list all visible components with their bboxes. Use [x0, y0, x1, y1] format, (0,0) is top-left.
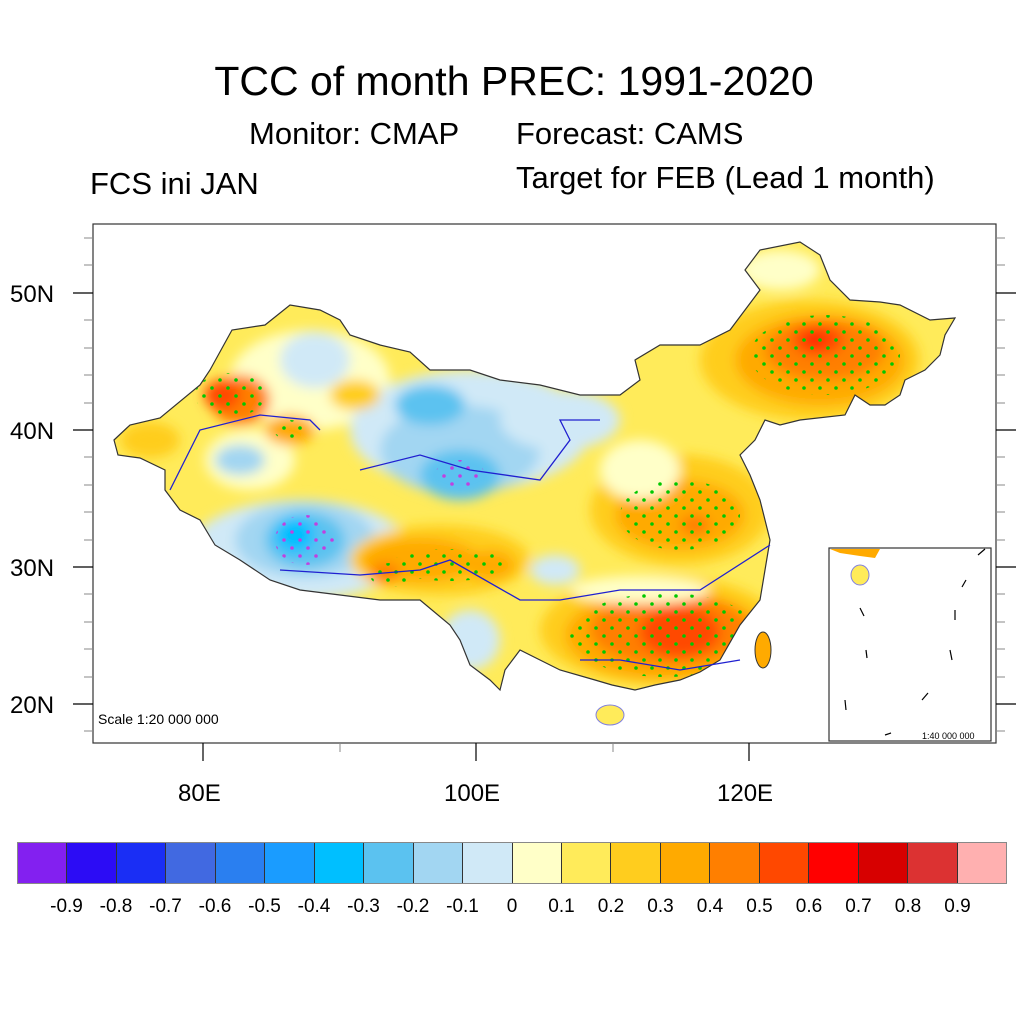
colorbar-swatch: [265, 843, 315, 883]
stipple-negative: [435, 460, 485, 490]
colorbar-tick-label: 0: [506, 896, 518, 917]
inset-hainan: [850, 564, 870, 586]
subtitle-forecast: Forecast: CAMS: [516, 116, 744, 151]
colorbar-swatch: [512, 843, 562, 883]
river: [169, 414, 321, 491]
colorbar-swatch: [710, 843, 760, 883]
colorbar-tick-label: 0.8: [894, 896, 922, 917]
yangtze-river: [279, 544, 771, 601]
stipple-positive: [750, 315, 900, 395]
colorbar-swatch: [67, 843, 117, 883]
colorbar-tick-label: -0.9: [50, 896, 83, 917]
lon-label-100e: 100E: [444, 780, 501, 807]
colorbar-tick-label: -0.4: [297, 896, 331, 917]
colorbar: [17, 842, 1007, 884]
map-frame: [92, 223, 997, 744]
colorbar-swatch: [611, 843, 661, 883]
colorbar-tick-label: 0.4: [696, 896, 724, 917]
colorbar-tick-label: 0.5: [746, 896, 773, 917]
stipple-positive: [620, 480, 740, 550]
stipple-positive: [390, 549, 510, 581]
nine-dash-line: [844, 548, 986, 736]
colorbar-tick-label: 0.7: [845, 896, 872, 917]
colorbar-swatch: [463, 843, 513, 883]
colorbar-tick-label: -0.8: [99, 896, 133, 917]
lat-label-50n: 50N: [10, 281, 55, 308]
colorbar-tick-label: 0.1: [548, 896, 575, 917]
plot-title: TCC of month PREC: 1991-2020: [214, 58, 814, 104]
colorbar-swatch: [18, 843, 68, 883]
stipple-positive: [570, 593, 760, 677]
colorbar-swatch: [759, 843, 810, 883]
yellow-river: [359, 419, 600, 481]
right-string: Target for FEB (Lead 1 month): [516, 160, 935, 195]
subtitle-monitor: Monitor: CMAP: [249, 116, 460, 151]
colorbar-tick-label: -0.5: [248, 896, 281, 917]
colorbar-swatch: [166, 843, 216, 883]
colorbar-tick-label: -0.2: [396, 896, 430, 917]
lat-label-30n: 30N: [10, 555, 55, 582]
colorbar-swatch: [215, 843, 266, 883]
colorbar-tick-label: 0.3: [647, 896, 674, 917]
colorbar-tick-label: 0.6: [795, 896, 823, 917]
inset-scale-label: 1:40 000 000: [922, 731, 975, 741]
minor-ticks: [84, 237, 1005, 752]
colorbar-swatch: [957, 843, 1007, 883]
colorbar-swatch: [809, 843, 859, 883]
axis-ticks: [73, 292, 1016, 761]
stipple-positive: [370, 563, 410, 587]
colorbar-swatch: [561, 843, 612, 883]
stipple-positive: [274, 420, 306, 440]
colorbar-swatch: [908, 843, 958, 883]
pearl-river: [580, 659, 741, 671]
colorbar-tick-label: -0.1: [446, 896, 479, 917]
taiwan-island: [754, 631, 772, 669]
colorbar-tick-label: -0.6: [198, 896, 232, 917]
stipple-negative: [275, 515, 335, 565]
lon-label-80e: 80E: [178, 780, 221, 807]
colorbar-tick-label: 0.2: [597, 896, 625, 917]
lat-label-20n: 20N: [10, 692, 55, 719]
colorbar-swatch: [413, 843, 464, 883]
colorbar-swatch: [314, 843, 365, 883]
lon-label-120e: 120E: [717, 780, 774, 807]
left-string: FCS ini JAN: [90, 166, 259, 201]
colorbar-tick-label: -0.3: [347, 896, 380, 917]
hainan-island: [595, 704, 625, 726]
inset-coastline: [830, 549, 880, 558]
colorbar-tick-label: -0.7: [149, 896, 182, 917]
scale-label: Scale 1:20 000 000: [98, 711, 219, 727]
colorbar-swatch: [858, 843, 909, 883]
lat-label-40n: 40N: [10, 418, 55, 445]
colorbar-swatch: [116, 843, 167, 883]
stipple-positive: [195, 373, 265, 417]
colorbar-swatch: [364, 843, 414, 883]
colorbar-swatch: [660, 843, 711, 883]
colorbar-tick-label: 0.9: [944, 896, 971, 917]
